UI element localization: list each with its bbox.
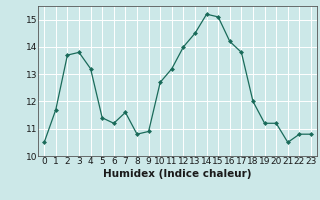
X-axis label: Humidex (Indice chaleur): Humidex (Indice chaleur)	[103, 169, 252, 179]
